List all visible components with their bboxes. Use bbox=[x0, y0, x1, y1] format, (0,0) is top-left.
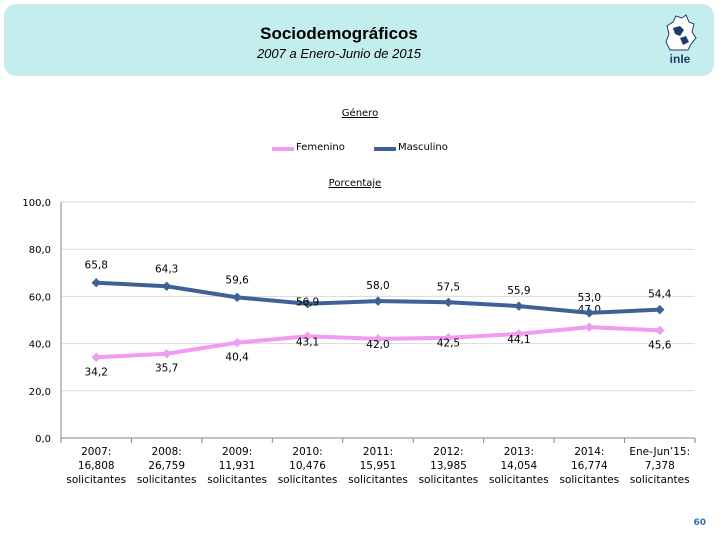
x-tick-label: solicitantes bbox=[66, 474, 126, 486]
x-tick-label: 2012: bbox=[433, 446, 463, 458]
data-label-masculino: 65,8 bbox=[85, 260, 108, 272]
x-tick-label: 15,951 bbox=[360, 460, 397, 472]
x-tick-label: 2011: bbox=[363, 446, 393, 458]
x-tick-label: 13,985 bbox=[430, 460, 467, 472]
inie-logo: inIe bbox=[658, 14, 712, 78]
data-point-masculino bbox=[584, 308, 595, 318]
data-label-femenino: 40,4 bbox=[225, 352, 249, 364]
logo-text: inIe bbox=[669, 52, 691, 66]
data-label-masculino: 57,5 bbox=[437, 281, 460, 293]
legend-swatch-femenino bbox=[272, 147, 294, 151]
y-axis-label: Porcentaje bbox=[328, 178, 382, 189]
x-tick-label: solicitantes bbox=[559, 474, 619, 486]
legend-swatch-masculino bbox=[374, 147, 396, 151]
y-tick-label: 20,0 bbox=[29, 387, 51, 398]
data-label-masculino: 64,3 bbox=[155, 263, 178, 275]
data-point-masculino bbox=[161, 281, 172, 291]
x-tick-label: 14,054 bbox=[501, 460, 538, 472]
x-tick-label: 2010: bbox=[292, 446, 322, 458]
x-tick-label: 16,808 bbox=[78, 460, 115, 472]
x-tick-label: 11,931 bbox=[219, 460, 256, 472]
data-label-masculino: 53,0 bbox=[578, 292, 601, 304]
data-point-masculino bbox=[655, 304, 665, 315]
x-tick-label: 10,476 bbox=[289, 460, 326, 472]
data-point-femenino bbox=[302, 331, 313, 341]
x-tick-label: solicitantes bbox=[348, 474, 408, 486]
data-point-masculino bbox=[302, 299, 313, 309]
header-banner: Sociodemográficos 2007 a Enero-Junio de … bbox=[4, 4, 714, 76]
x-tick-label: 2009: bbox=[222, 446, 252, 458]
data-point-masculino bbox=[91, 278, 101, 288]
x-tick-label: solicitantes bbox=[207, 474, 267, 486]
data-point-femenino bbox=[161, 349, 172, 359]
chart-title: Género bbox=[341, 108, 379, 119]
data-label-masculino: 54,4 bbox=[648, 289, 672, 301]
data-point-femenino bbox=[443, 332, 454, 343]
data-point-masculino bbox=[232, 292, 242, 303]
x-tick-label: 2013: bbox=[504, 446, 534, 458]
x-tick-label: 16,774 bbox=[571, 460, 608, 472]
data-point-masculino bbox=[373, 296, 383, 306]
data-label-femenino: 34,2 bbox=[85, 366, 108, 378]
data-point-femenino bbox=[91, 352, 101, 362]
data-point-masculino bbox=[443, 297, 454, 308]
data-label-femenino: 35,7 bbox=[155, 363, 178, 375]
data-label-femenino: 45,6 bbox=[648, 339, 672, 351]
data-label-femenino: 42,0 bbox=[366, 339, 389, 351]
x-tick-label: solicitantes bbox=[137, 474, 197, 486]
data-point-femenino bbox=[232, 337, 242, 348]
y-tick-label: 60,0 bbox=[29, 292, 51, 303]
data-label-masculino: 59,6 bbox=[225, 274, 249, 286]
data-label-femenino: 44,1 bbox=[507, 334, 530, 346]
legend-label-femenino: Femenino bbox=[296, 142, 345, 153]
data-label-femenino: 43,1 bbox=[296, 336, 319, 348]
y-tick-label: 40,0 bbox=[29, 340, 51, 351]
y-tick-label: 80,0 bbox=[29, 245, 51, 256]
data-point-femenino bbox=[373, 334, 383, 344]
page-number: 60 bbox=[693, 518, 706, 528]
x-tick-label: 2007: bbox=[81, 446, 111, 458]
x-tick-label: 7,378 bbox=[645, 460, 675, 472]
data-point-femenino bbox=[584, 322, 595, 332]
page-subtitle: 2007 a Enero-Junio de 2015 bbox=[256, 46, 422, 61]
x-tick-label: 2008: bbox=[152, 446, 182, 458]
data-label-masculino: 58,0 bbox=[366, 280, 389, 292]
data-label-femenino: 42,5 bbox=[437, 338, 460, 350]
x-tick-label: 26,759 bbox=[148, 460, 185, 472]
legend-label-masculino: Masculino bbox=[398, 142, 448, 153]
x-tick-label: solicitantes bbox=[419, 474, 479, 486]
data-label-masculino: 55,9 bbox=[507, 285, 530, 297]
page-title: Sociodemográficos bbox=[260, 24, 418, 43]
y-tick-label: 0,0 bbox=[35, 434, 51, 445]
data-point-masculino bbox=[514, 301, 524, 311]
x-tick-label: solicitantes bbox=[278, 474, 338, 486]
x-tick-label: 2014: bbox=[574, 446, 604, 458]
x-tick-label: solicitantes bbox=[630, 474, 690, 486]
x-tick-label: solicitantes bbox=[489, 474, 549, 486]
data-point-femenino bbox=[655, 325, 665, 336]
data-point-femenino bbox=[514, 329, 524, 339]
map-logo-icon bbox=[665, 14, 697, 51]
y-tick-label: 100,0 bbox=[22, 198, 51, 209]
x-tick-label: Ene-Jun’15: bbox=[629, 446, 690, 458]
data-label-masculino: 56,9 bbox=[296, 297, 319, 309]
